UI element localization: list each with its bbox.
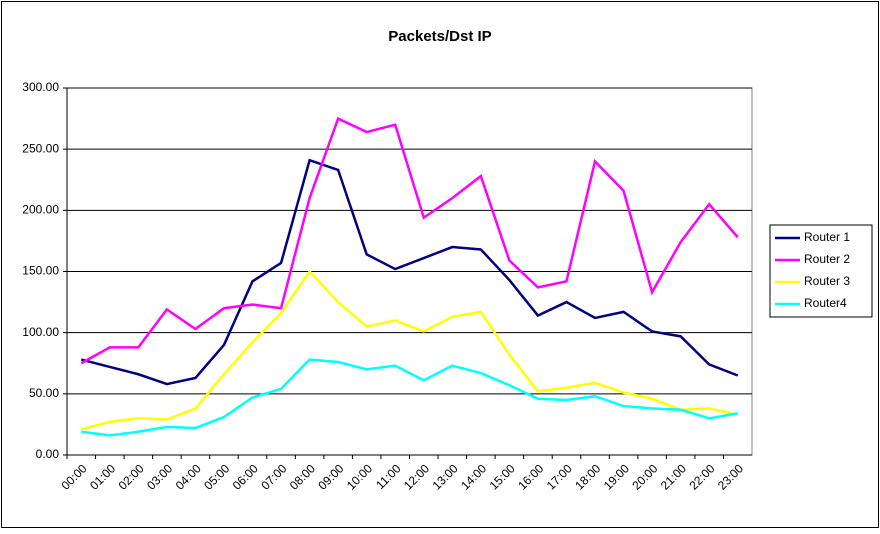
legend-label: Router4: [804, 296, 847, 310]
legend-label: Router 1: [804, 230, 850, 244]
y-tick-label: 250.00: [22, 141, 59, 155]
series-line: [81, 358, 738, 437]
series-line: [80, 269, 738, 431]
legend-label: Router 2: [804, 252, 850, 266]
y-tick-label: 100.00: [22, 325, 59, 339]
y-tick-label: 200.00: [22, 203, 59, 217]
y-tick-label: 300.00: [22, 80, 59, 94]
legend-label: Router 3: [804, 274, 850, 288]
chart-title: Packets/Dst IP: [388, 28, 491, 45]
legend-box: [769, 224, 873, 318]
y-tick-label: 150.00: [22, 264, 59, 278]
y-tick-label: 0.00: [36, 447, 60, 461]
series-line: [80, 116, 739, 365]
series-line: [80, 158, 739, 386]
y-tick-label: 50.00: [29, 386, 59, 400]
